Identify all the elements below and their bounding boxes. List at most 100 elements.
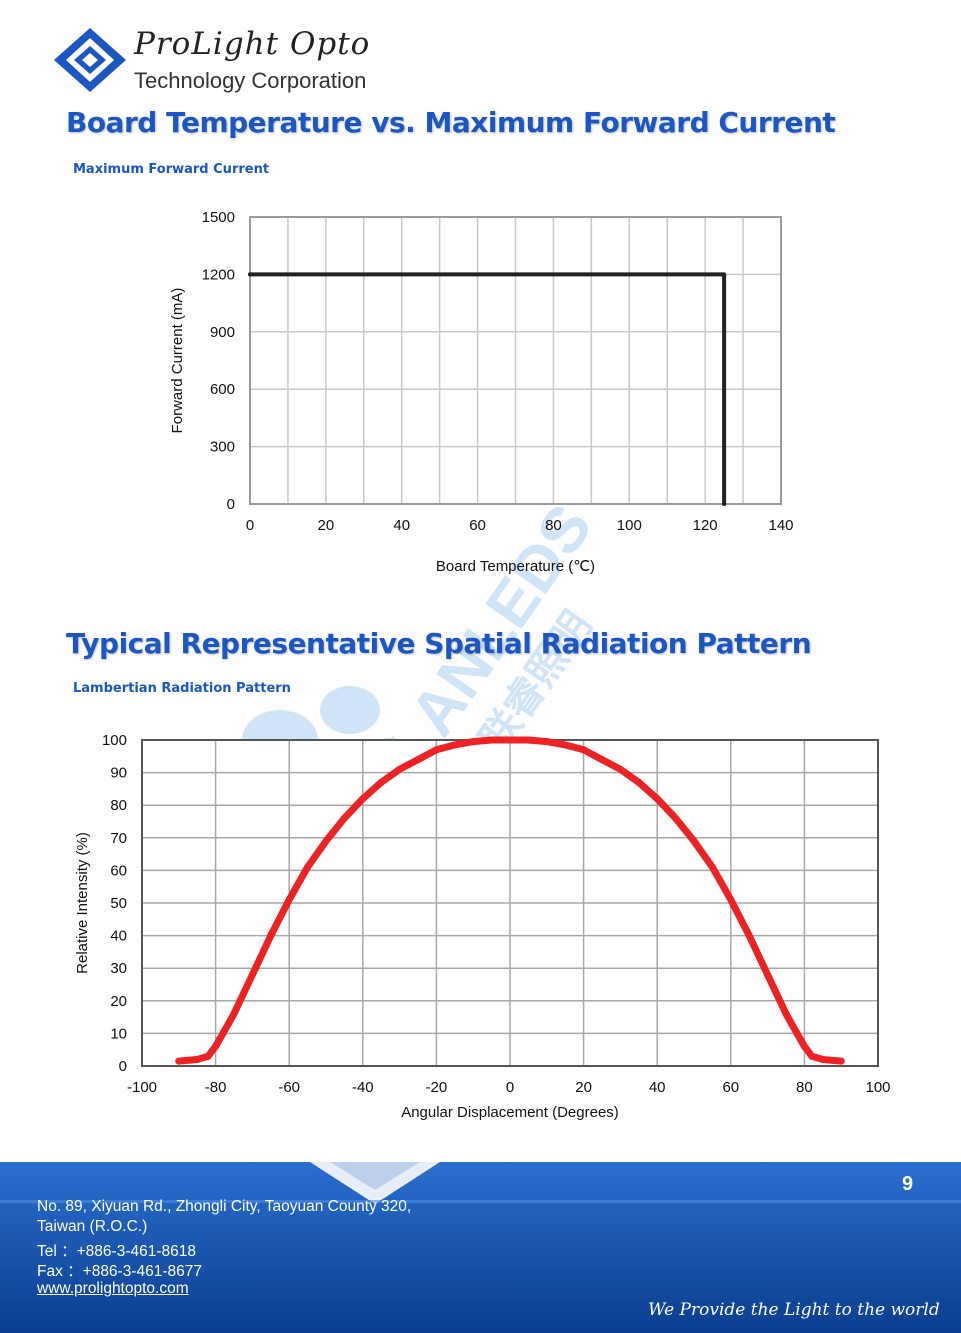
data-point <box>653 795 661 803</box>
data-point <box>396 765 404 773</box>
data-point <box>764 971 772 979</box>
x-tick-label: 80 <box>545 517 562 534</box>
data-point <box>248 971 256 979</box>
tagline: We Provide the Light to the world <box>648 1300 940 1320</box>
x-tick-label: 100 <box>865 1079 890 1096</box>
x-tick-label: 120 <box>693 517 718 534</box>
data-point <box>248 272 252 277</box>
y-tick-label: 0 <box>119 1058 127 1075</box>
x-tick-label: -60 <box>278 1079 300 1096</box>
data-point <box>524 736 532 744</box>
x-tick-label: 100 <box>617 517 642 534</box>
data-point <box>204 1052 212 1060</box>
x-tick-label: 140 <box>768 517 793 534</box>
section1-title: Board Temperature vs. Maximum Forward Cu… <box>66 106 836 139</box>
x-tick-label: 20 <box>318 517 335 534</box>
x-tick-label: -20 <box>426 1079 448 1096</box>
x-axis-label: Angular Displacement (Degrees) <box>401 1104 619 1121</box>
y-tick-label: 100 <box>102 732 127 749</box>
y-tick-label: 1500 <box>202 209 235 226</box>
data-point <box>322 837 330 845</box>
company-name-script: ProLight Opto <box>134 26 371 62</box>
address-line-2: Taiwan (R.O.C.) <box>37 1218 148 1235</box>
data-point <box>808 1052 816 1060</box>
data-point <box>782 1010 790 1018</box>
data-point <box>616 765 624 773</box>
y-tick-label: 0 <box>227 496 235 513</box>
y-tick-label: 1200 <box>202 266 235 283</box>
y-tick-label: 60 <box>110 862 127 879</box>
x-tick-label: -80 <box>205 1079 227 1096</box>
y-tick-label: 900 <box>210 324 235 341</box>
y-tick-label: 10 <box>110 1025 127 1042</box>
radiation-pattern-chart: 0 10 20 30 40 50 60 70 80 90 100 -100 -80 -60 -40 -20 0 2… <box>74 732 891 1121</box>
data-point <box>506 736 514 744</box>
data-point <box>690 837 698 845</box>
y-axis-label: Forward Current (mA) <box>169 288 186 434</box>
x-tick-label: 20 <box>575 1079 592 1096</box>
data-point <box>469 738 477 746</box>
data-point <box>359 795 367 803</box>
data-point <box>219 1029 227 1037</box>
data-point <box>304 863 312 871</box>
data-point <box>722 502 727 506</box>
data-point <box>432 746 440 754</box>
data-point <box>414 756 422 764</box>
data-point <box>285 896 293 904</box>
data-point <box>708 863 716 871</box>
y-tick-label: 70 <box>110 830 127 847</box>
data-point <box>193 1055 201 1063</box>
x-axis-label: Board Temperature (℃) <box>436 558 595 575</box>
fax: Fax ：+886-3-461-8677 <box>37 1263 203 1280</box>
y-tick-label: 50 <box>110 895 127 912</box>
data-point <box>377 778 385 786</box>
plot-border <box>249 216 782 505</box>
data-point <box>837 1057 845 1065</box>
y-tick-label: 90 <box>110 765 127 782</box>
x-tick-label: -40 <box>352 1079 374 1096</box>
section2-subtitle: Lambertian Radiation Pattern <box>73 681 291 696</box>
footer-background <box>0 1162 961 1333</box>
data-point <box>727 896 735 904</box>
x-tick-label: 0 <box>506 1079 514 1096</box>
x-tick-label: 80 <box>796 1079 813 1096</box>
data-point <box>819 1055 827 1063</box>
y-tick-label: 600 <box>210 381 235 398</box>
diamond-logo-icon <box>54 28 126 92</box>
data-point <box>488 736 496 744</box>
x-tick-label: 60 <box>469 517 486 534</box>
x-tick-label: 0 <box>246 517 254 534</box>
y-axis-label: Relative Intensity (%) <box>74 832 91 974</box>
forward-current-chart: 0 300 600 900 1200 1500 0 20 40 60 80 100 120 140 Boar… <box>169 209 794 575</box>
data-point <box>745 932 753 940</box>
data-point <box>580 746 588 754</box>
data-point <box>543 738 551 746</box>
data-point <box>451 741 459 749</box>
data-point <box>267 932 275 940</box>
data-point <box>340 814 348 822</box>
data-point <box>800 1042 808 1050</box>
page-number: 9 <box>902 1173 914 1195</box>
data-point <box>175 1057 183 1065</box>
data-point <box>635 778 643 786</box>
y-tick-label: 20 <box>110 993 127 1010</box>
section2-title: Typical Representative Spatial Radiation… <box>66 627 812 660</box>
website-link[interactable]: www.prolightopto.com <box>37 1280 189 1297</box>
x-tick-label: -100 <box>127 1079 157 1096</box>
y-tick-label: 30 <box>110 960 127 977</box>
x-tick-label: 60 <box>722 1079 739 1096</box>
company-name-sub: Technology Corporation <box>134 68 367 93</box>
data-point <box>672 814 680 822</box>
y-tick-label: 300 <box>210 439 235 456</box>
telephone: Tel ：+886-3-461-8618 <box>37 1243 196 1260</box>
section1-subtitle: Maximum Forward Current <box>73 162 270 177</box>
data-point <box>722 272 727 277</box>
address-line-1: No. 89, Xiyuan Rd., Zhongli City, Taoyua… <box>37 1198 412 1215</box>
x-tick-label: 40 <box>393 517 410 534</box>
y-tick-label: 80 <box>110 797 127 814</box>
data-point <box>212 1042 220 1050</box>
x-tick-label: 40 <box>649 1079 666 1096</box>
data-point <box>598 756 606 764</box>
data-point <box>561 741 569 749</box>
company-logo: ProLight Opto Technology Corporation <box>52 26 392 96</box>
